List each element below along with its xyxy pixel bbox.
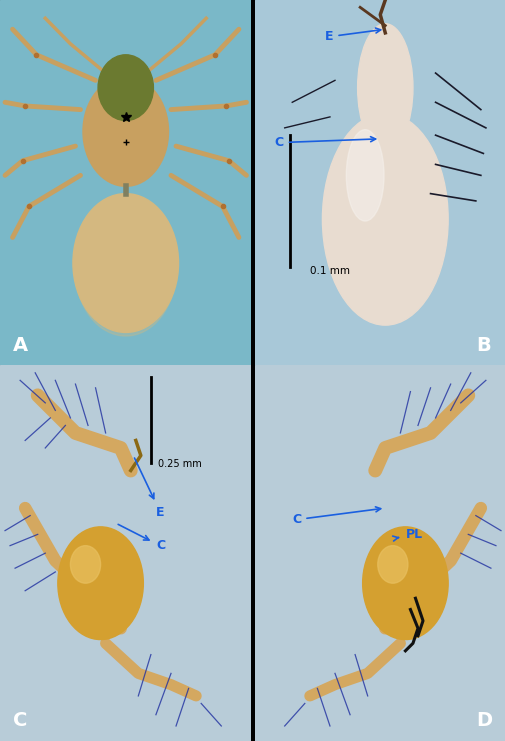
Ellipse shape [322, 113, 447, 325]
Text: 0.1 mm: 0.1 mm [309, 266, 349, 276]
Ellipse shape [362, 527, 447, 639]
Text: C: C [13, 711, 27, 730]
Text: PL: PL [392, 528, 422, 541]
Ellipse shape [73, 193, 178, 333]
Ellipse shape [84, 210, 172, 323]
Text: 0.25 mm: 0.25 mm [158, 459, 202, 469]
Ellipse shape [377, 545, 407, 583]
Ellipse shape [93, 216, 168, 310]
Text: C: C [274, 136, 375, 149]
Ellipse shape [98, 55, 153, 121]
Ellipse shape [345, 130, 383, 221]
Text: E: E [134, 458, 164, 519]
Text: C: C [118, 525, 165, 552]
Ellipse shape [357, 24, 412, 152]
Text: A: A [13, 336, 28, 355]
Text: D: D [475, 711, 491, 730]
Text: E: E [324, 28, 380, 43]
Text: C: C [292, 507, 380, 526]
Ellipse shape [75, 205, 176, 336]
Text: B: B [475, 336, 490, 355]
Ellipse shape [70, 545, 100, 583]
Ellipse shape [58, 527, 143, 639]
Ellipse shape [83, 77, 168, 186]
